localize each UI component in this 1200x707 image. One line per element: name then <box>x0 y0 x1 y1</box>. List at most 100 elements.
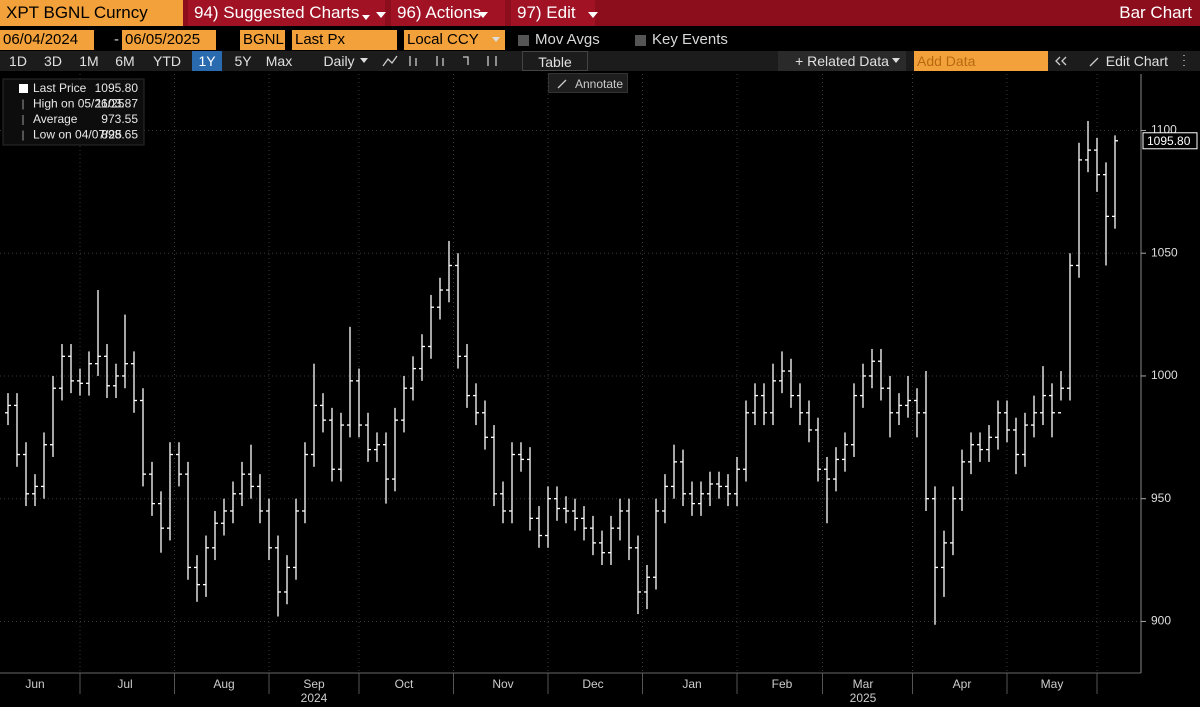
view-name: Bar Chart <box>1119 3 1192 22</box>
x-tick-label: Oct <box>395 677 414 691</box>
ohlc-bar <box>86 351 92 396</box>
year-label: 2024 <box>301 691 328 705</box>
ohlc-bar <box>644 564 650 610</box>
menu[interactable]: 94) Suggested Charts <box>188 0 385 26</box>
ohlc-bar <box>1040 366 1046 426</box>
ohlc-bar <box>347 326 353 438</box>
period-button[interactable]: 1Y <box>192 51 222 71</box>
x-tick-label: Jun <box>25 677 44 691</box>
ohlc-bar <box>329 407 335 482</box>
ohlc-bar <box>833 447 839 492</box>
annotate-button[interactable]: Annotate <box>548 73 628 93</box>
menu[interactable]: 96) Actions <box>391 0 505 26</box>
ohlc-bar <box>860 363 866 408</box>
ohlc-bar <box>284 555 290 605</box>
ohlc-bar <box>14 393 20 467</box>
ohlc-bar <box>365 412 371 462</box>
y-tick-label: 1100 <box>1151 123 1177 137</box>
ohlc-bar <box>779 351 785 394</box>
ohlc-bar <box>563 496 569 524</box>
ohlc-bar <box>698 481 704 516</box>
menu[interactable]: 97) Edit <box>511 0 595 26</box>
ohlc-bar <box>752 383 758 426</box>
ohlc-bar <box>455 253 461 369</box>
ticker-field[interactable]: XPT BGNL Curncy <box>0 0 183 26</box>
ohlc-bar <box>104 344 110 399</box>
currency-field[interactable]: Local CCY <box>404 30 505 50</box>
ohlc-bar <box>995 400 1001 450</box>
ohlc-bar <box>491 425 497 507</box>
table-button[interactable]: Table <box>522 51 588 71</box>
ohlc-bar <box>383 432 389 504</box>
legend-label: High on 05/26/25 <box>33 97 125 111</box>
source-field[interactable]: BGNL <box>240 30 285 50</box>
check-label[interactable]: Key Events <box>652 31 728 48</box>
ohlc-bar <box>527 447 533 531</box>
ohlc-bar <box>1112 135 1118 229</box>
checkbox[interactable] <box>518 35 529 46</box>
ohlc-bar <box>32 474 38 507</box>
ohlc-bar <box>545 486 551 548</box>
ohlc-bar <box>5 393 11 426</box>
ohlc-bar <box>221 498 227 536</box>
ohlc-bar <box>41 432 47 499</box>
ohlc-bar <box>581 506 587 541</box>
end-date[interactable]: 06/05/2025 <box>122 30 216 50</box>
ohlc-bar <box>761 383 767 426</box>
x-tick-label: Jan <box>682 677 701 691</box>
ohlc-bar <box>248 444 254 499</box>
ohlc-bar <box>590 515 596 556</box>
add-data[interactable]: Add Data <box>914 51 1048 71</box>
ohlc-bar <box>1013 417 1019 475</box>
ohlc-bar <box>194 555 200 602</box>
period-button[interactable]: 5Y <box>234 53 252 69</box>
ohlc-bar <box>95 290 101 376</box>
ohlc-bar <box>239 461 245 507</box>
ohlc-bar <box>1049 383 1055 438</box>
last-price-tag <box>1142 132 1198 150</box>
ohlc-bar <box>356 368 362 438</box>
period-button[interactable]: 3D <box>44 53 62 69</box>
ohlc-bar <box>77 368 83 396</box>
ohlc-bar <box>50 375 56 457</box>
period-button[interactable]: 1D <box>9 53 27 69</box>
x-tick-label: Apr <box>953 677 972 691</box>
ohlc-bar <box>230 481 236 524</box>
ohlc-bar <box>815 417 821 482</box>
field-field[interactable]: Last Px <box>292 30 397 50</box>
legend-swatch <box>19 84 28 93</box>
ohlc-bar <box>797 383 803 426</box>
start-date[interactable]: 06/04/2024 <box>0 30 94 50</box>
ohlc-bar <box>302 442 308 524</box>
legend-value: 1103.87 <box>96 97 139 111</box>
related-data[interactable]: + Related Data <box>778 51 906 71</box>
period-button[interactable]: 6M <box>115 53 135 69</box>
ohlc-bar <box>716 471 722 499</box>
edit-chart[interactable]: Edit Chart <box>1105 53 1168 69</box>
x-tick-label: Dec <box>582 677 603 691</box>
ohlc-bar <box>806 400 812 443</box>
ohlc-bar <box>1094 137 1100 192</box>
ohlc-bar <box>320 393 326 433</box>
ohlc-bar <box>680 449 686 507</box>
check-label[interactable]: Mov Avgs <box>535 31 600 48</box>
ohlc-bar <box>617 498 623 541</box>
ohlc-bar <box>338 412 344 482</box>
ohlc-bar <box>968 432 974 475</box>
ohlc-bar <box>671 444 677 499</box>
ohlc-bar <box>437 277 443 320</box>
ohlc-bar <box>131 351 137 413</box>
period-button[interactable]: Max <box>265 53 293 69</box>
legend-box <box>2 78 145 146</box>
ohlc-bar <box>599 530 605 565</box>
period-button[interactable]: 1M <box>79 53 99 69</box>
frequency[interactable]: Daily <box>323 53 355 69</box>
legend-label: Average <box>33 112 78 126</box>
period-button[interactable]: YTD <box>153 53 181 69</box>
ohlc-bar <box>905 375 911 418</box>
ohlc-bar <box>482 400 488 450</box>
ohlc-bar <box>500 481 506 524</box>
ohlc-bar <box>689 481 695 516</box>
checkbox[interactable] <box>635 35 646 46</box>
